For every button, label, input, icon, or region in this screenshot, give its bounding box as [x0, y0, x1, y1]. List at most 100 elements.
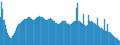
Bar [45, 20, 46, 45]
Bar [85, 26, 87, 45]
Bar [9, 37, 10, 45]
Bar [77, 3, 78, 45]
Bar [36, 18, 37, 45]
Bar [37, 17, 38, 45]
Bar [38, 17, 39, 45]
Bar [32, 20, 33, 45]
Bar [58, 24, 59, 45]
Bar [102, 29, 103, 45]
Bar [48, 19, 50, 45]
Bar [12, 36, 13, 45]
Bar [43, 18, 44, 45]
Bar [54, 21, 55, 45]
Bar [5, 25, 6, 45]
Bar [51, 19, 52, 45]
Bar [27, 18, 28, 45]
Bar [14, 33, 15, 45]
Bar [28, 17, 29, 45]
Bar [92, 22, 93, 45]
Bar [105, 31, 106, 45]
Bar [99, 27, 100, 45]
Bar [117, 39, 118, 45]
Bar [91, 21, 92, 45]
Bar [83, 14, 84, 45]
Bar [60, 23, 61, 45]
Bar [115, 38, 117, 45]
Bar [1, 2, 2, 45]
Bar [88, 15, 89, 45]
Bar [78, 21, 80, 45]
Bar [8, 35, 9, 45]
Bar [70, 24, 72, 45]
Bar [39, 16, 40, 45]
Bar [98, 26, 99, 45]
Bar [118, 40, 119, 45]
Bar [108, 32, 110, 45]
Bar [82, 24, 83, 45]
Bar [53, 21, 54, 45]
Bar [13, 35, 14, 45]
Bar [46, 20, 47, 45]
Bar [33, 20, 35, 45]
Bar [66, 23, 67, 45]
Bar [35, 19, 36, 45]
Bar [6, 29, 7, 45]
Bar [3, 20, 5, 45]
Bar [80, 22, 81, 45]
Bar [47, 20, 48, 45]
Bar [73, 22, 74, 45]
Bar [95, 24, 96, 45]
Bar [21, 22, 22, 45]
Bar [111, 34, 112, 45]
Bar [18, 24, 20, 45]
Bar [23, 20, 24, 45]
Bar [65, 21, 66, 45]
Bar [69, 25, 70, 45]
Bar [63, 21, 65, 45]
Bar [90, 22, 91, 45]
Bar [42, 17, 43, 45]
Bar [59, 24, 60, 45]
Bar [25, 19, 27, 45]
Bar [113, 36, 114, 45]
Bar [84, 25, 85, 45]
Bar [52, 20, 53, 45]
Bar [17, 26, 18, 45]
Bar [68, 24, 69, 45]
Bar [2, 9, 3, 45]
Bar [81, 23, 82, 45]
Bar [22, 21, 23, 45]
Bar [7, 33, 8, 45]
Bar [75, 21, 76, 45]
Bar [61, 22, 62, 45]
Bar [55, 23, 57, 45]
Bar [100, 28, 102, 45]
Bar [110, 33, 111, 45]
Bar [16, 28, 17, 45]
Bar [96, 25, 97, 45]
Bar [93, 23, 95, 45]
Bar [89, 21, 90, 45]
Bar [106, 31, 107, 45]
Bar [97, 18, 98, 45]
Bar [72, 23, 73, 45]
Bar [40, 17, 42, 45]
Bar [62, 21, 63, 45]
Bar [104, 19, 105, 45]
Bar [103, 30, 104, 45]
Bar [76, 8, 77, 45]
Bar [50, 18, 51, 45]
Bar [74, 21, 75, 45]
Bar [20, 23, 21, 45]
Bar [44, 19, 45, 45]
Bar [0, 17, 1, 45]
Bar [10, 38, 12, 45]
Bar [24, 19, 25, 45]
Bar [114, 37, 115, 45]
Bar [29, 17, 30, 45]
Bar [67, 24, 68, 45]
Bar [112, 35, 113, 45]
Bar [15, 31, 16, 45]
Bar [57, 24, 58, 45]
Bar [87, 25, 88, 45]
